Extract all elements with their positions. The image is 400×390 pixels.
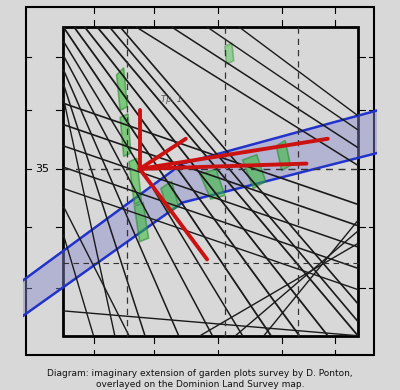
Polygon shape [129, 158, 142, 204]
Polygon shape [242, 155, 266, 188]
Polygon shape [120, 114, 131, 156]
Polygon shape [116, 68, 127, 110]
Text: Diagram: imaginary extension of garden plots survey by D. Ponton,
overlayed on t: Diagram: imaginary extension of garden p… [47, 369, 353, 389]
Text: 35: 35 [35, 164, 49, 174]
Polygon shape [276, 140, 290, 171]
Polygon shape [161, 181, 179, 213]
Text: Tp. 1: Tp. 1 [161, 95, 182, 104]
Polygon shape [22, 110, 378, 316]
Polygon shape [134, 203, 148, 242]
Polygon shape [200, 169, 225, 199]
Polygon shape [225, 43, 234, 64]
